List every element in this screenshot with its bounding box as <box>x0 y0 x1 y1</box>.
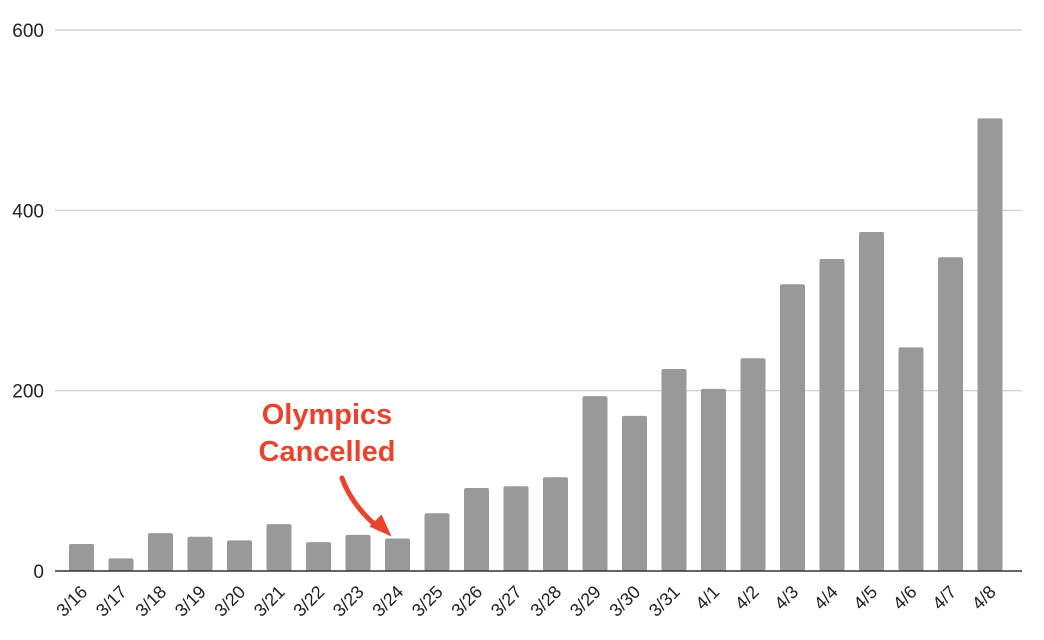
bar <box>661 369 687 571</box>
bar <box>780 284 805 571</box>
bar <box>148 533 173 571</box>
x-tick-label: 4/7 <box>928 582 960 614</box>
bar <box>740 358 766 571</box>
bar <box>859 231 884 571</box>
bar <box>898 347 924 571</box>
x-tick-label: 3/16 <box>52 582 91 621</box>
y-tick-label: 200 <box>12 382 44 403</box>
bar <box>306 542 331 571</box>
x-tick-label: 3/18 <box>131 582 170 621</box>
x-tick-label: 3/19 <box>171 582 210 621</box>
bar <box>701 388 726 571</box>
annotation-line-2: Cancelled <box>259 436 396 468</box>
bar <box>108 558 134 571</box>
bar <box>187 536 213 571</box>
bar <box>622 415 647 571</box>
x-tick-label: 3/25 <box>408 582 447 621</box>
x-axis-ticks: 3/16 3/17 3/18 3/19 3/20 3/21 3/22 3/23 3/24 3/25… <box>52 582 999 621</box>
annotation: Olympics Cancelled <box>259 399 396 537</box>
bar <box>385 538 410 571</box>
bars <box>69 118 1003 571</box>
bar <box>464 488 489 571</box>
bar <box>543 477 568 571</box>
x-tick-label: 3/30 <box>605 582 644 621</box>
x-tick-label: 4/1 <box>691 582 723 614</box>
y-tick-label: 400 <box>12 201 44 222</box>
x-tick-label: 3/23 <box>329 582 368 621</box>
x-tick-label: 4/4 <box>810 582 842 614</box>
bar <box>424 513 450 571</box>
x-tick-label: 3/24 <box>368 582 407 621</box>
x-tick-label: 4/2 <box>731 582 763 614</box>
x-tick-label: 3/29 <box>566 582 605 621</box>
bar <box>977 118 1003 571</box>
x-tick-label: 3/17 <box>92 582 131 621</box>
bar <box>227 540 252 571</box>
bar <box>69 543 94 571</box>
x-tick-label: 4/6 <box>889 582 921 614</box>
x-tick-label: 4/3 <box>770 582 802 614</box>
x-tick-label: 4/5 <box>849 582 881 614</box>
bar <box>938 257 963 571</box>
bar <box>345 534 371 571</box>
x-tick-label: 3/27 <box>487 582 526 621</box>
bar <box>503 486 529 571</box>
annotation-arrowhead <box>369 514 392 537</box>
x-tick-label: 3/20 <box>210 582 249 621</box>
x-tick-label: 3/21 <box>250 582 289 621</box>
annotation-arrow <box>339 475 382 532</box>
y-axis-ticks: 0 200 400 600 <box>12 21 44 583</box>
x-tick-label: 4/8 <box>968 582 1000 614</box>
bar <box>582 396 608 571</box>
x-tick-label: 3/26 <box>447 582 486 621</box>
x-tick-label: 3/22 <box>289 582 328 621</box>
annotation-line-1: Olympics <box>262 399 393 431</box>
y-tick-label: 0 <box>33 562 44 583</box>
y-tick-label: 600 <box>12 21 44 42</box>
bar <box>819 259 845 571</box>
x-tick-label: 3/28 <box>526 582 565 621</box>
bar <box>266 524 292 571</box>
x-tick-label: 3/31 <box>645 582 684 621</box>
